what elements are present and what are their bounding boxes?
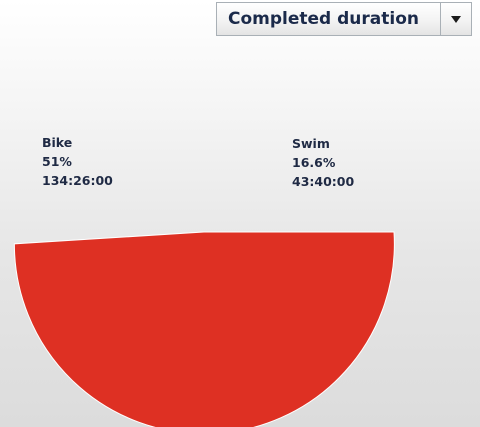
slice-label-duration-bike: 134:26:00 bbox=[42, 173, 113, 188]
pie-slice-bike[interactable] bbox=[13, 231, 395, 427]
slice-label-name-swim: Swim bbox=[292, 136, 330, 151]
slice-label-duration-swim: 43:40:00 bbox=[292, 174, 354, 189]
metric-dropdown[interactable]: Completed duration bbox=[216, 2, 472, 36]
slice-label-percent-bike: 51% bbox=[42, 154, 72, 169]
slice-label-name-bike: Bike bbox=[42, 135, 72, 150]
metric-dropdown-value: Completed duration bbox=[228, 9, 420, 29]
dropdown-toggle-button[interactable] bbox=[440, 3, 471, 35]
caret-down-icon bbox=[451, 15, 461, 23]
slice-label-percent-swim: 16.6% bbox=[292, 155, 336, 170]
